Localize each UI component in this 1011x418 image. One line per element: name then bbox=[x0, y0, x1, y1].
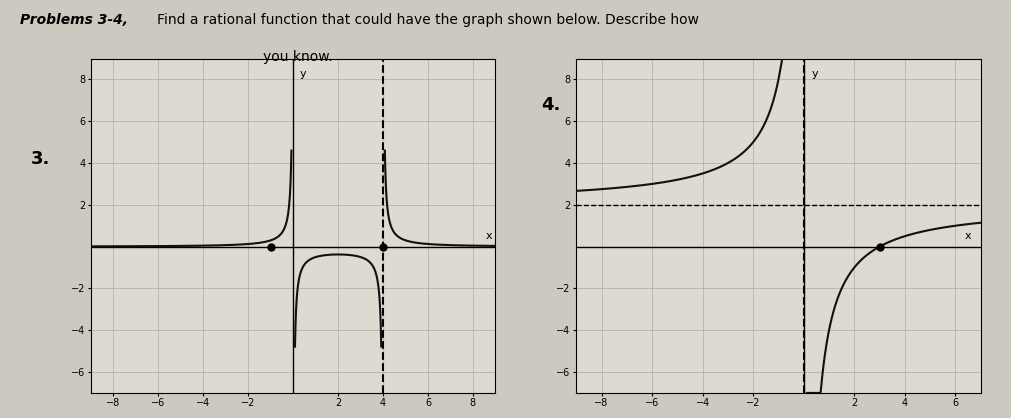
Text: x: x bbox=[485, 232, 492, 242]
Text: 4.: 4. bbox=[541, 95, 560, 114]
Text: x: x bbox=[964, 232, 972, 242]
Text: 3.: 3. bbox=[30, 150, 50, 168]
Text: Problems 3-4,: Problems 3-4, bbox=[20, 13, 128, 26]
Text: Find a rational function that could have the graph shown below. Describe how: Find a rational function that could have… bbox=[157, 13, 699, 26]
Text: y: y bbox=[811, 69, 818, 79]
Text: y: y bbox=[300, 69, 306, 79]
Text: you know.: you know. bbox=[263, 50, 333, 64]
